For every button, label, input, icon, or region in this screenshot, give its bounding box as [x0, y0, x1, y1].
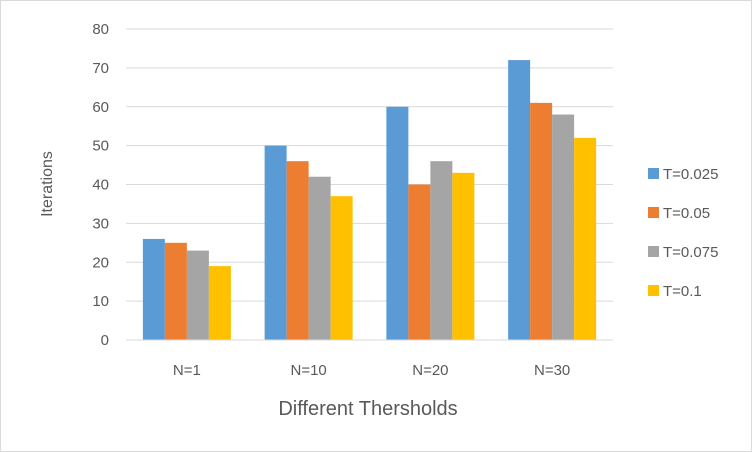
legend-swatch [648, 285, 659, 296]
y-tick-label: 30 [92, 215, 109, 232]
y-tick-label: 60 [92, 99, 109, 116]
x-tick-label: N=10 [290, 362, 326, 379]
legend-label: T=0.05 [663, 205, 710, 222]
y-axis-ticks: 0 10 20 30 40 50 60 70 80 [92, 21, 109, 349]
y-tick-label: 40 [92, 177, 109, 194]
y-tick-label: 0 [101, 332, 109, 349]
x-tick-label: N=1 [173, 362, 201, 379]
legend-swatch [648, 168, 659, 179]
legend-label: T=0.025 [663, 166, 718, 183]
legend: T=0.025 T=0.05 T=0.075 T=0.1 [648, 166, 718, 300]
legend-swatch [648, 207, 659, 218]
legend-swatch [648, 246, 659, 257]
bar [508, 60, 530, 340]
bar [165, 243, 187, 340]
bar [530, 103, 552, 340]
bars [143, 60, 596, 340]
bar [309, 177, 331, 340]
y-tick-label: 80 [92, 21, 109, 38]
legend-label: T=0.075 [663, 244, 718, 261]
y-axis-title: Iterations [39, 151, 56, 217]
bar [452, 173, 474, 340]
bar [265, 146, 287, 340]
bar [209, 266, 231, 340]
bar [430, 161, 452, 340]
bar [331, 196, 353, 340]
x-tick-label: N=20 [412, 362, 448, 379]
y-tick-label: 70 [92, 60, 109, 77]
bar [143, 239, 165, 340]
y-tick-label: 20 [92, 254, 109, 271]
legend-label: T=0.1 [663, 283, 702, 300]
bar [287, 161, 309, 340]
bar [552, 115, 574, 340]
bar [187, 251, 209, 340]
bar [386, 107, 408, 340]
y-tick-label: 10 [92, 293, 109, 310]
x-axis-ticks: N=1 N=10 N=20 N=30 [173, 362, 570, 379]
bar [408, 185, 430, 341]
bar [574, 138, 596, 340]
x-tick-label: N=30 [534, 362, 570, 379]
y-tick-label: 50 [92, 138, 109, 155]
x-axis-title: Different Thersholds [278, 398, 457, 420]
